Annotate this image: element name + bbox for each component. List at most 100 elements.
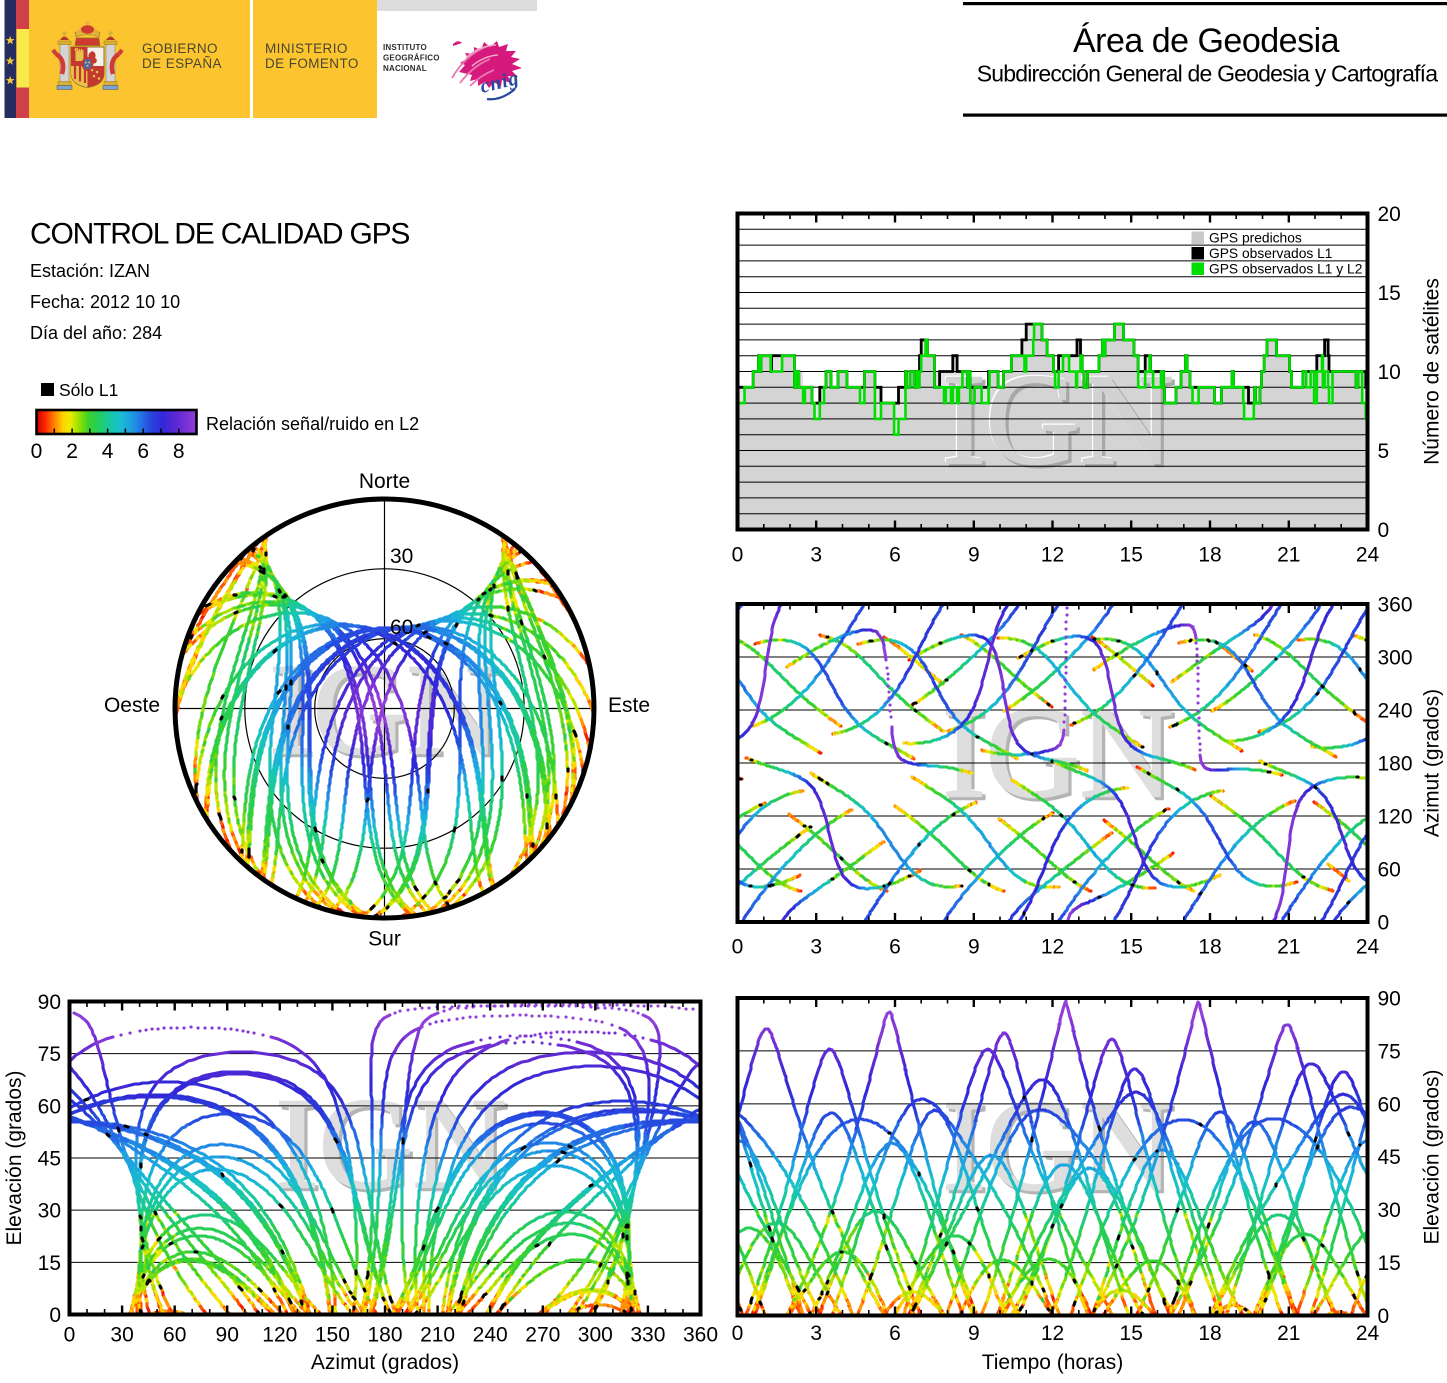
svg-text:15: 15 [1378,1252,1401,1275]
svg-text:60: 60 [1378,1093,1401,1116]
svg-text:300: 300 [578,1324,613,1347]
svg-text:75: 75 [1378,1040,1401,1063]
svg-text:Día del año: 284: Día del año: 284 [30,323,162,343]
svg-text:IGN: IGN [945,684,1176,828]
svg-text:15: 15 [38,1252,61,1275]
svg-text:15: 15 [1120,1322,1143,1345]
svg-text:MINISTERIO: MINISTERIO [265,41,348,56]
svg-text:21: 21 [1277,1322,1300,1345]
svg-text:0: 0 [1378,912,1390,935]
svg-text:GPS observados L1: GPS observados L1 [1209,246,1332,261]
svg-text:24: 24 [1356,544,1380,567]
svg-text:Este: Este [608,694,650,717]
svg-text:15: 15 [1120,544,1143,567]
svg-text:INSTITUTO: INSTITUTO [383,43,427,52]
svg-text:60: 60 [1378,859,1401,882]
svg-text:8: 8 [173,440,185,463]
svg-text:6: 6 [889,936,901,959]
svg-text:Elevación (grados): Elevación (grados) [1421,1069,1444,1244]
svg-text:IGN: IGN [274,1071,505,1215]
svg-text:24: 24 [1356,936,1380,959]
svg-text:120: 120 [1378,806,1413,829]
svg-text:GPS observados L1 y L2: GPS observados L1 y L2 [1209,262,1362,277]
svg-text:GOBIERNO: GOBIERNO [142,41,218,56]
svg-text:Subdirección General de Geodes: Subdirección General de Geodesia y Carto… [977,61,1439,87]
svg-text:30: 30 [390,545,413,568]
svg-text:21: 21 [1277,544,1300,567]
svg-text:240: 240 [1378,700,1413,723]
svg-text:60: 60 [163,1324,186,1347]
svg-text:15: 15 [1120,936,1143,959]
svg-text:18: 18 [1198,936,1221,959]
svg-text:0: 0 [31,440,43,463]
svg-text:Oeste: Oeste [104,694,160,717]
svg-text:Fecha: 2012 10 10: Fecha: 2012 10 10 [30,292,180,312]
svg-text:5: 5 [1378,440,1390,463]
svg-text:9: 9 [968,544,980,567]
svg-text:9: 9 [968,936,980,959]
svg-text:0: 0 [1378,519,1390,542]
svg-text:270: 270 [525,1324,560,1347]
svg-text:0: 0 [732,544,744,567]
svg-text:Sur: Sur [368,928,401,951]
svg-text:45: 45 [38,1148,61,1171]
svg-text:6: 6 [889,544,901,567]
svg-text:30: 30 [1378,1199,1401,1222]
svg-text:45: 45 [1378,1146,1401,1169]
svg-text:60: 60 [38,1095,61,1118]
svg-text:24: 24 [1356,1322,1380,1345]
svg-text:90: 90 [1378,988,1401,1011]
svg-text:0: 0 [64,1324,76,1347]
svg-text:NACIONAL: NACIONAL [383,64,427,73]
svg-text:3: 3 [810,544,822,567]
svg-text:360: 360 [1378,594,1413,617]
svg-text:6: 6 [889,1322,901,1345]
svg-text:Número de satélites: Número de satélites [1421,278,1444,465]
svg-text:75: 75 [38,1043,61,1066]
svg-text:Área de Geodesia: Área de Geodesia [1073,22,1340,60]
svg-text:IGN: IGN [942,681,1173,825]
svg-text:120: 120 [262,1324,297,1347]
svg-text:GPS predichos: GPS predichos [1209,231,1302,246]
svg-text:12: 12 [1041,1322,1064,1345]
svg-text:0: 0 [732,1322,744,1345]
svg-text:DE ESPAÑA: DE ESPAÑA [142,56,222,71]
svg-text:30: 30 [38,1200,61,1223]
svg-text:2: 2 [66,440,78,463]
svg-text:6: 6 [137,440,149,463]
svg-text:Sólo L1: Sólo L1 [59,380,118,400]
svg-text:360: 360 [683,1324,718,1347]
svg-text:90: 90 [216,1324,239,1347]
svg-text:18: 18 [1198,1322,1221,1345]
svg-text:Estación: IZAN: Estación: IZAN [30,261,150,281]
svg-text:Tiempo (horas): Tiempo (horas) [982,1351,1124,1374]
svg-text:18: 18 [1198,544,1221,567]
svg-text:180: 180 [1378,753,1413,776]
svg-text:Elevación (grados): Elevación (grados) [3,1070,26,1245]
svg-text:Azimut (grados): Azimut (grados) [311,1351,459,1374]
svg-text:60: 60 [390,616,413,639]
svg-text:21: 21 [1277,936,1300,959]
svg-text:330: 330 [630,1324,665,1347]
svg-text:90: 90 [38,991,61,1014]
svg-text:10: 10 [1378,361,1401,384]
svg-text:180: 180 [367,1324,402,1347]
svg-text:CONTROL DE CALIDAD GPS: CONTROL DE CALIDAD GPS [30,218,409,251]
svg-text:0: 0 [49,1304,61,1327]
svg-text:0: 0 [1378,1305,1390,1328]
svg-text:3: 3 [810,1322,822,1345]
svg-text:150: 150 [315,1324,350,1347]
svg-text:DE FOMENTO: DE FOMENTO [265,56,359,71]
svg-text:Relación señal/ruido en L2: Relación señal/ruido en L2 [206,414,419,434]
svg-text:20: 20 [1378,203,1401,226]
svg-text:9: 9 [968,1322,980,1345]
svg-text:210: 210 [420,1324,455,1347]
svg-text:Norte: Norte [359,470,410,493]
svg-text:240: 240 [473,1324,508,1347]
svg-text:300: 300 [1378,647,1413,670]
svg-text:0: 0 [732,936,744,959]
svg-text:IGN: IGN [941,680,1172,824]
svg-text:30: 30 [110,1324,133,1347]
svg-text:Azimut (grados): Azimut (grados) [1421,689,1444,837]
svg-text:4: 4 [102,440,114,463]
